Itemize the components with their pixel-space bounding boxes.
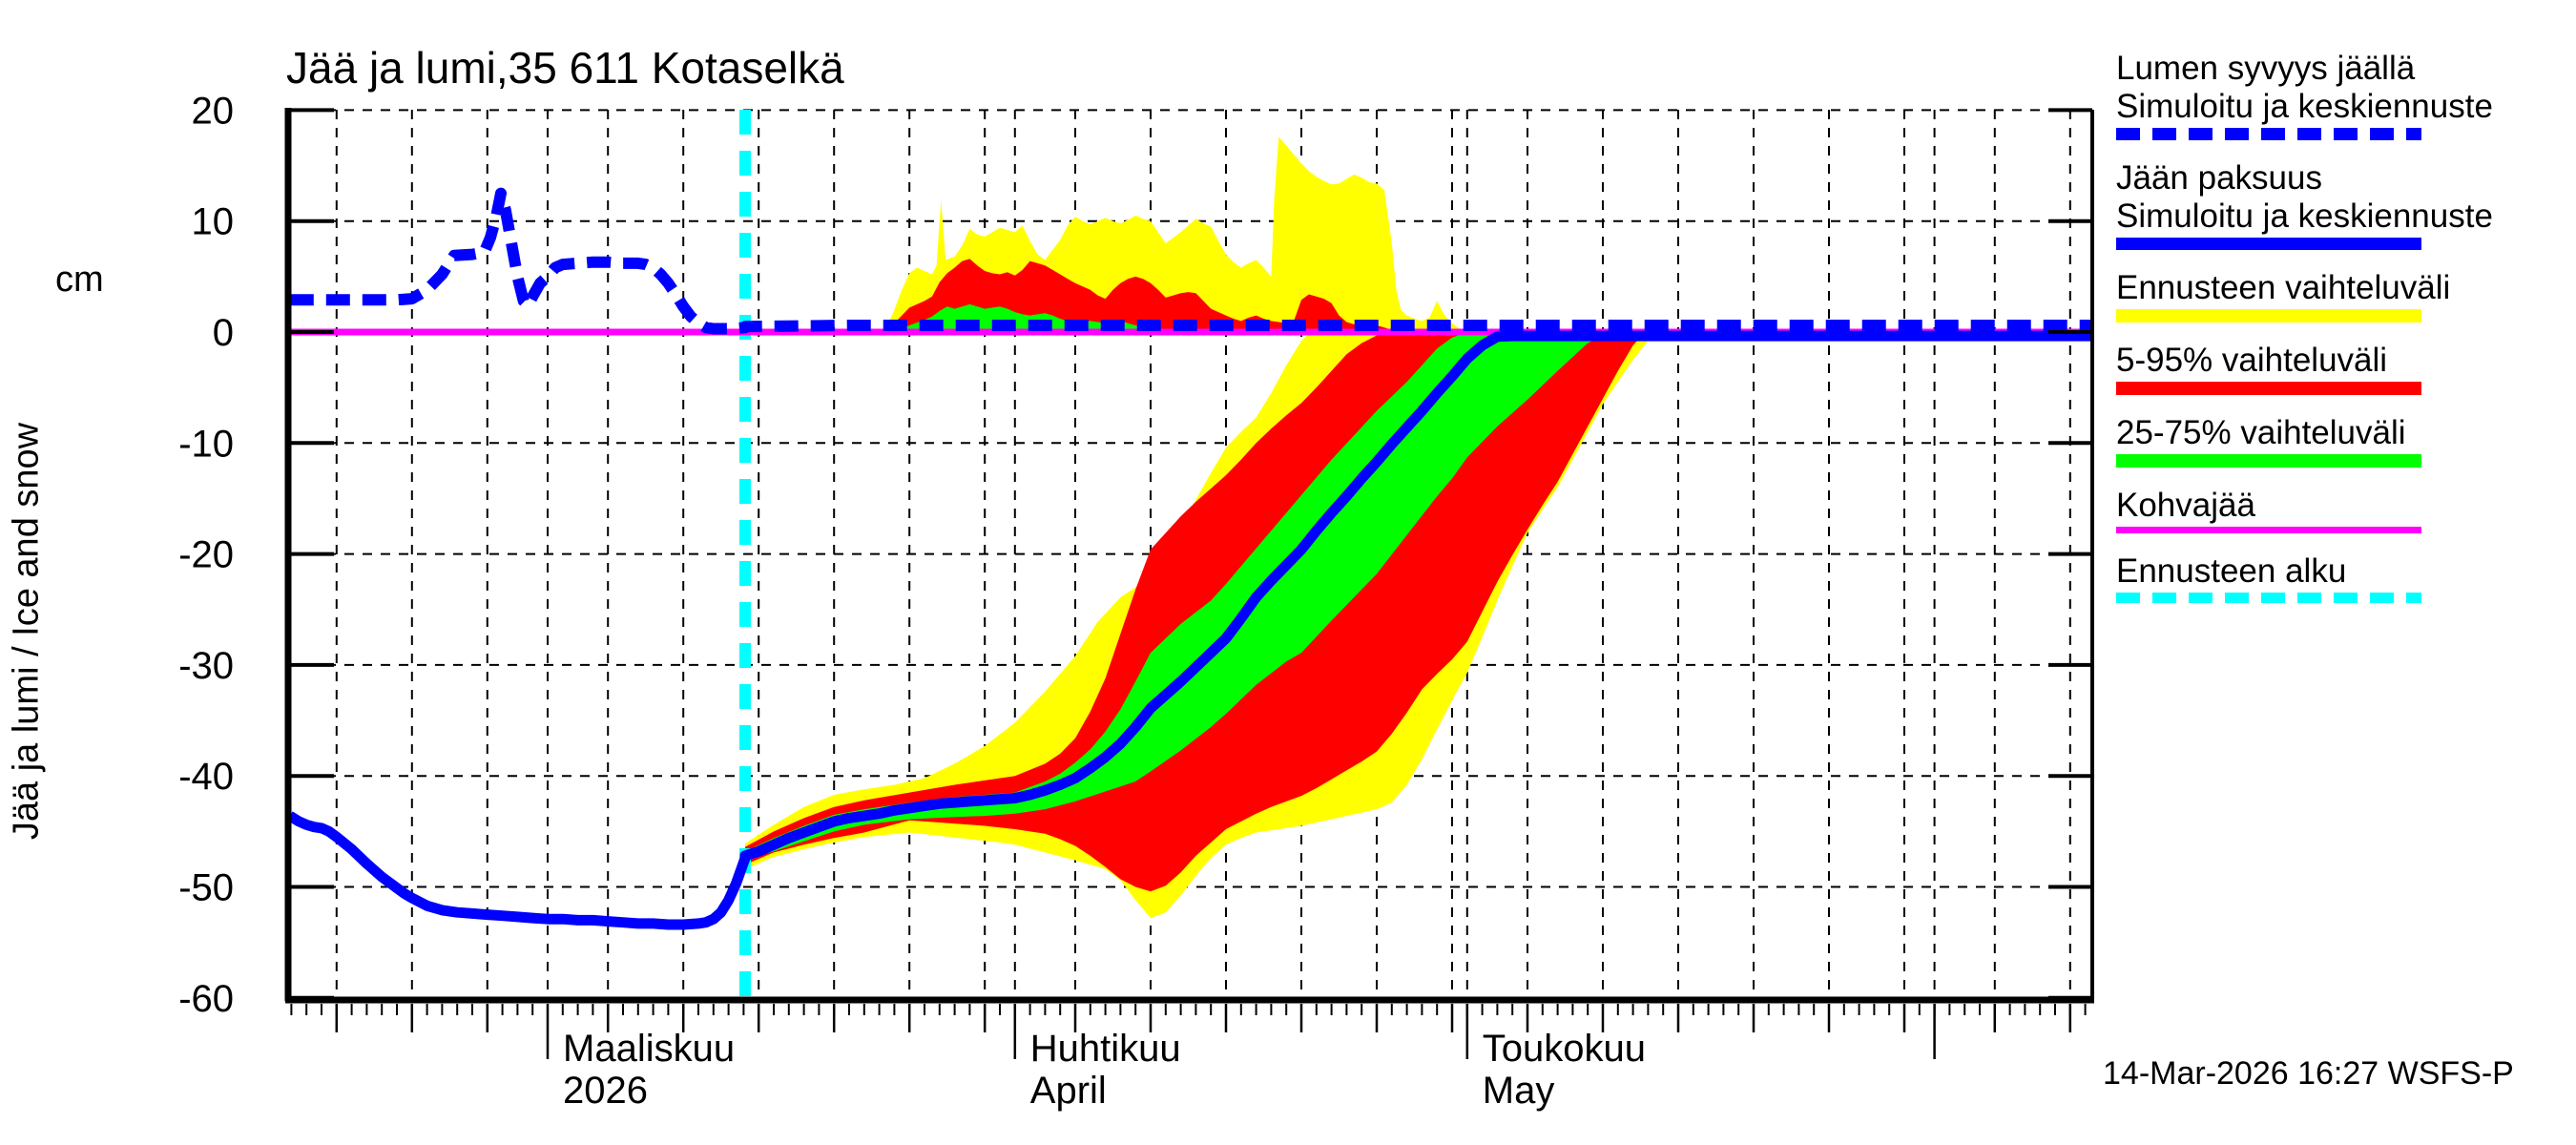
legend-item-label: Ennusteen alku [2116, 552, 2347, 590]
y-tick-label: -30 [178, 645, 234, 687]
legend-item-4: 25-75% vaihteluväli [2116, 414, 2565, 468]
month-label: Toukokuu [1483, 1028, 1646, 1070]
legend-item-line-sample [2116, 454, 2421, 468]
y-tick-label: 10 [192, 201, 235, 243]
legend-item-line-sample [2116, 382, 2421, 395]
y-tick-label: -60 [178, 978, 234, 1020]
timestamp: 14-Mar-2026 16:27 WSFS-P [2103, 1055, 2514, 1092]
month-label-line2: May [1483, 1070, 1555, 1112]
legend-item-5: Kohvajää [2116, 487, 2565, 533]
legend-item-line-sample [2116, 527, 2421, 533]
uncertainty-bands [745, 136, 1678, 919]
legend-item-label: Jään paksuus Simuloitu ja keskiennuste [2116, 159, 2493, 235]
legend-item-0: Lumen syvyys jäällä Simuloitu ja keskienn… [2116, 50, 2565, 140]
y-tick-label: -40 [178, 756, 234, 798]
legend-item-label: Kohvajää [2116, 487, 2255, 524]
legend-item-line-sample [2116, 128, 2421, 140]
legend-item-label: 5-95% vaihteluväli [2116, 342, 2388, 379]
month-label-line2: April [1030, 1070, 1107, 1112]
chart-title: Jää ja lumi,35 611 Kotaselkä [286, 43, 844, 93]
legend-item-2: Ennusteen vaihteluväli [2116, 269, 2565, 323]
snow-depth-line [289, 187, 2093, 335]
y-tick-label: -20 [178, 534, 234, 576]
legend: Lumen syvyys jäällä Simuloitu ja keskienn… [2116, 0, 2565, 622]
month-label: Maaliskuu [563, 1028, 735, 1070]
legend-item-1: Jään paksuus Simuloitu ja keskiennuste [2116, 159, 2565, 250]
ice-thickness-line [286, 330, 2093, 930]
ice-25-75-range-green [745, 332, 1633, 861]
legend-item-line-sample [2116, 593, 2421, 603]
y-tick-label: -10 [178, 423, 234, 465]
legend-item-label: 25-75% vaihteluväli [2116, 414, 2406, 451]
y-axis-label: Jää ja lumi / Ice and snow [6, 422, 47, 841]
y-tick-label: 20 [192, 90, 235, 132]
y-axis-unit-label: cm [55, 260, 104, 300]
axis-ticks [290, 108, 2092, 1059]
legend-item-line-sample [2116, 238, 2421, 250]
legend-item-6: Ennusteen alku [2116, 552, 2565, 603]
legend-item-3: 5-95% vaihteluväli [2116, 342, 2565, 395]
y-tick-label: 0 [213, 312, 234, 354]
legend-item-label: Ennusteen vaihteluväli [2116, 269, 2451, 306]
month-label-line2: 2026 [563, 1070, 648, 1112]
gridlines [290, 109, 2092, 998]
y-tick-label: -50 [178, 867, 234, 909]
month-label: Huhtikuu [1030, 1028, 1181, 1070]
legend-item-label: Lumen syvyys jäällä Simuloitu ja keskienn… [2116, 50, 2493, 125]
legend-item-line-sample [2116, 309, 2421, 323]
